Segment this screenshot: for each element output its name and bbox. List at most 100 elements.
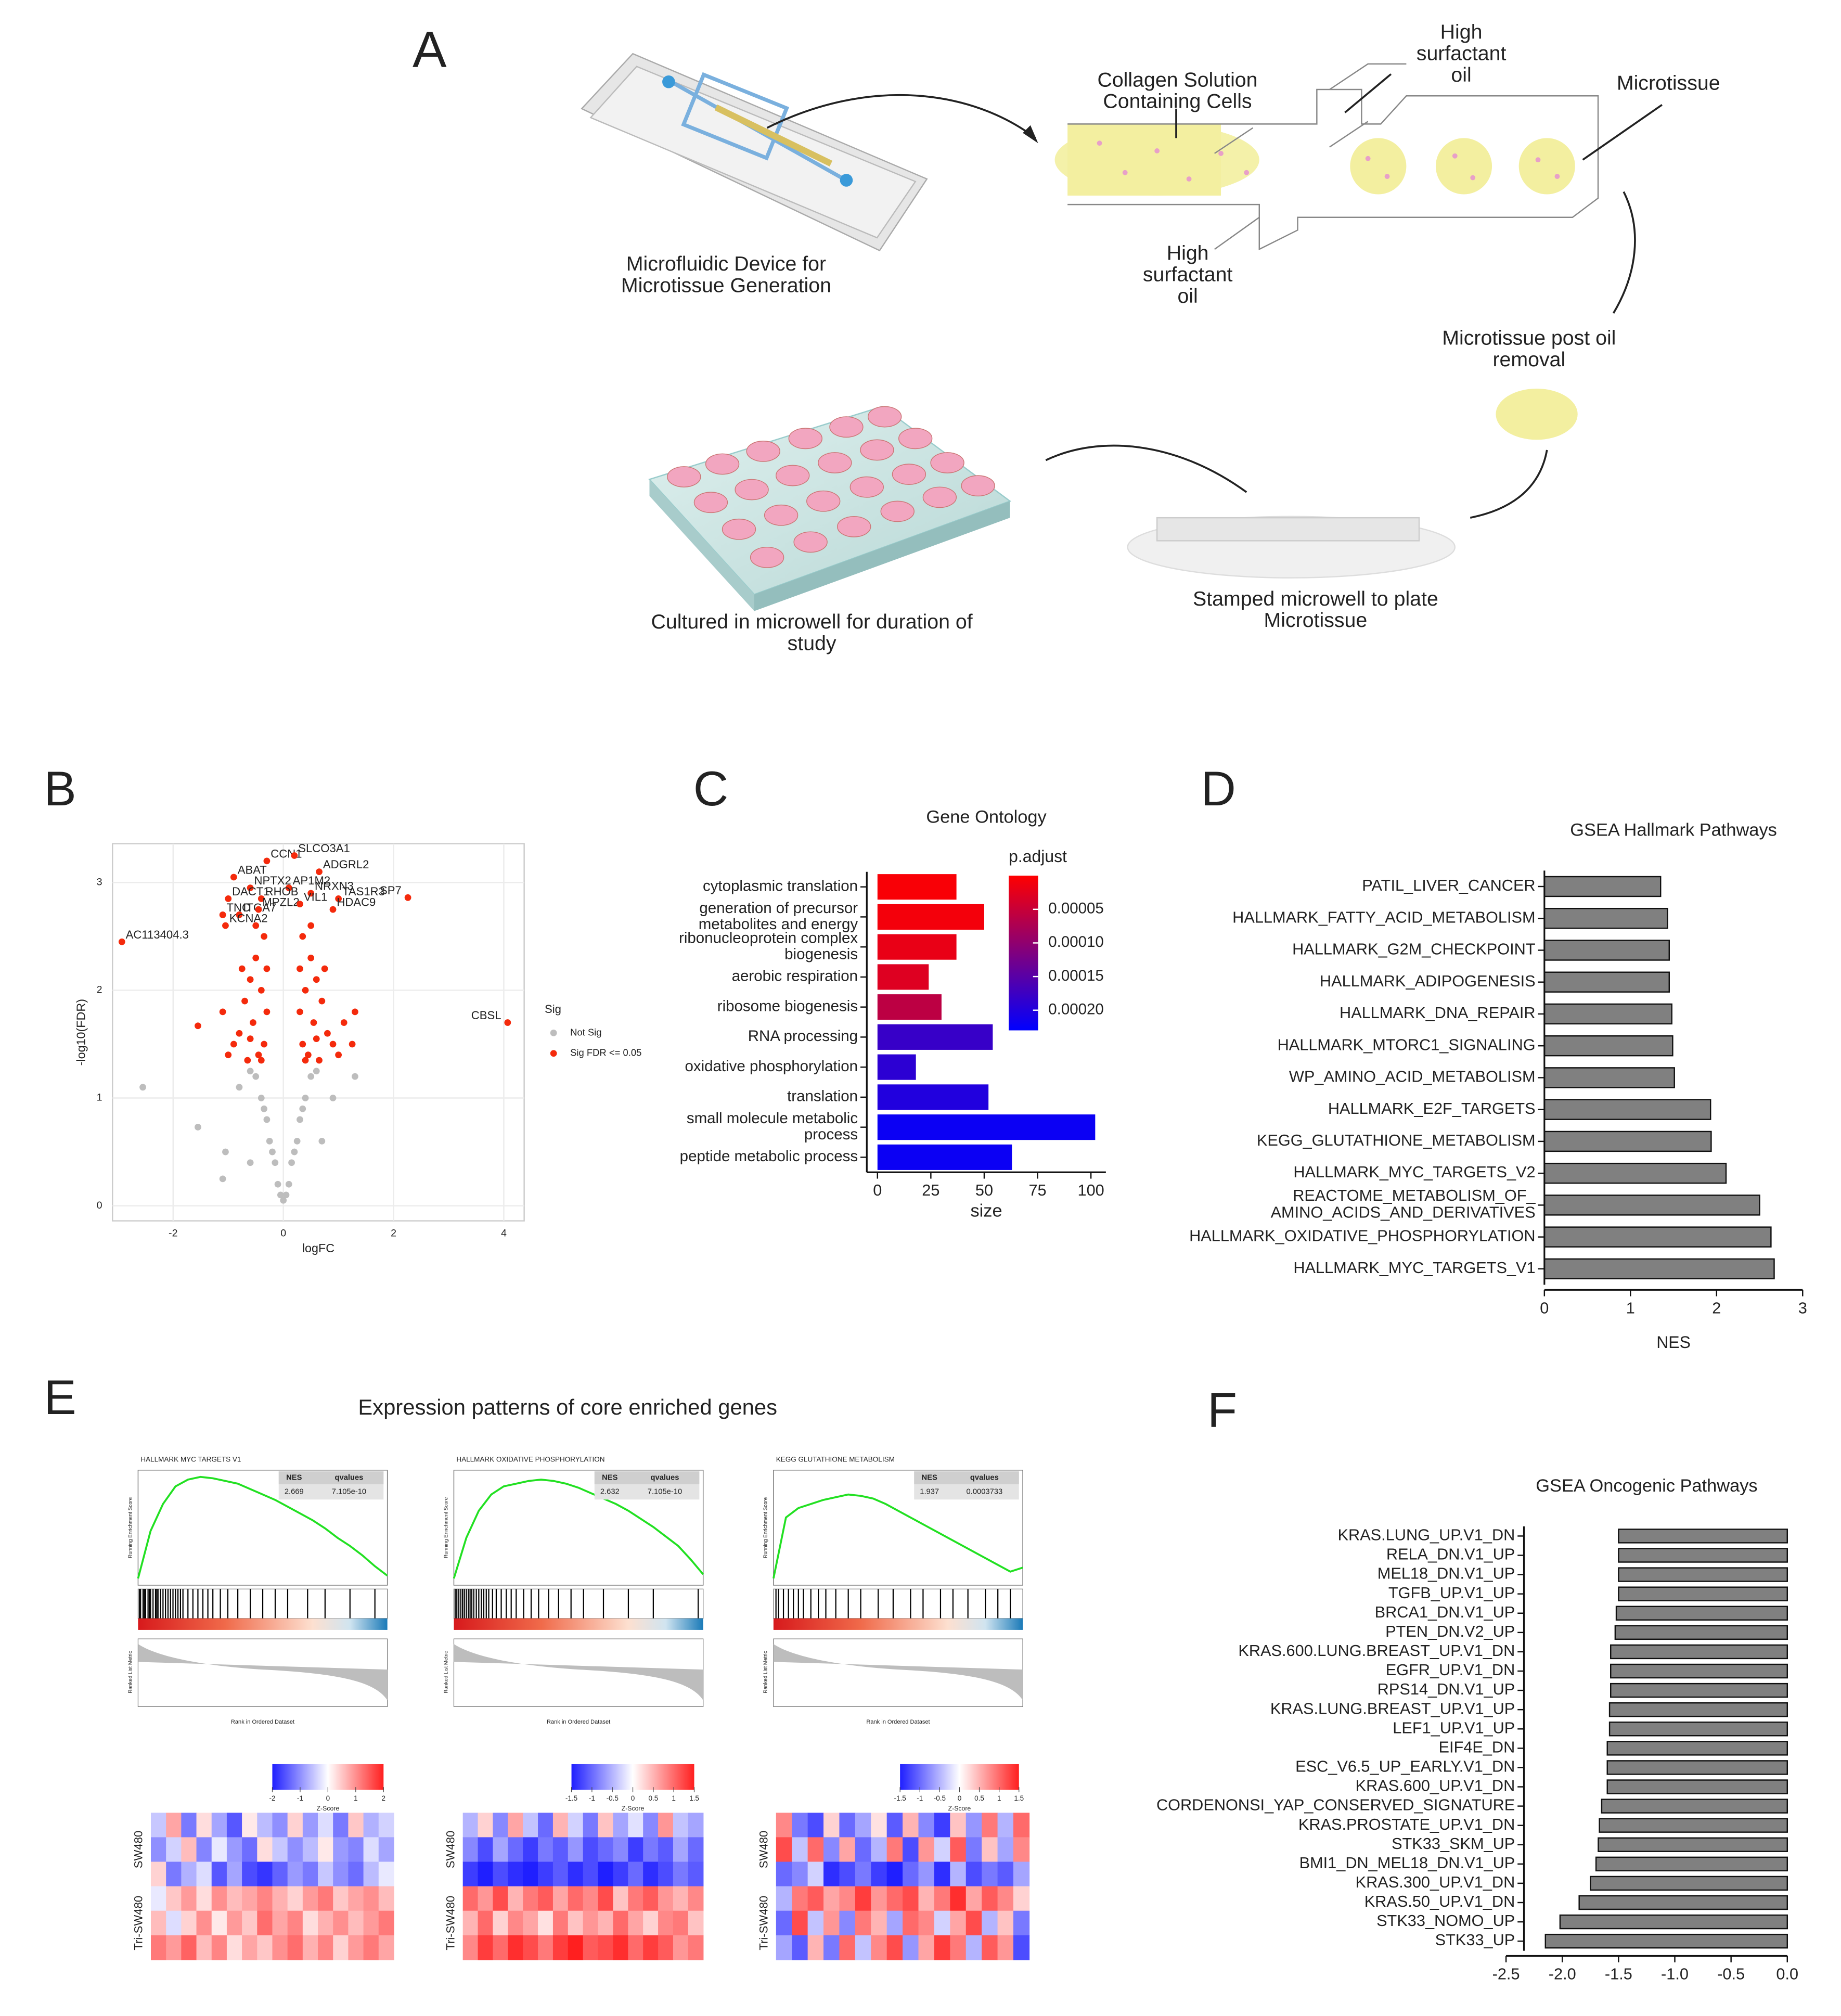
heat-cell	[871, 1837, 887, 1863]
heat-cell	[226, 1813, 242, 1838]
row-group-label: Tri-SW480	[757, 1896, 770, 1950]
text-line: Containing Cells	[1103, 90, 1252, 113]
nes-value: 2.632	[600, 1487, 620, 1496]
text-line: metabolites and energy	[699, 916, 858, 933]
diagram: Microfluidic Device for Microtissue Gener…	[581, 21, 1720, 655]
heat-cell	[934, 1813, 951, 1838]
heat-cell	[628, 1910, 643, 1936]
point	[277, 1191, 284, 1199]
heat-cell	[583, 1837, 599, 1863]
bar	[1610, 1663, 1788, 1679]
row-group-label: Tri-SW480	[132, 1896, 145, 1950]
point	[352, 1008, 358, 1016]
point	[299, 1105, 306, 1112]
x-tick-label: 1	[1626, 1299, 1635, 1317]
x-tick-label: 3	[1798, 1299, 1807, 1317]
heat-cell	[598, 1813, 614, 1838]
wells	[667, 406, 995, 568]
bar	[1543, 1035, 1673, 1057]
point	[318, 997, 326, 1005]
chart-title: GSEA Hallmark Pathways	[1570, 820, 1777, 840]
bar	[1618, 1567, 1788, 1582]
stats-header	[278, 1471, 384, 1484]
colorbar-label: -2	[269, 1794, 275, 1802]
point	[302, 1057, 309, 1064]
heat-cell	[378, 1813, 394, 1838]
heat-cell	[950, 1935, 967, 1960]
arrow	[766, 94, 1036, 139]
heat-cell	[226, 1935, 242, 1960]
heat-cell	[1013, 1837, 1030, 1863]
point	[263, 965, 271, 972]
point	[291, 1148, 298, 1155]
point	[285, 1180, 292, 1188]
x-tick-label: -1.0	[1661, 1964, 1689, 1983]
heat-cell	[151, 1861, 166, 1887]
point	[297, 901, 303, 908]
x-axis-label: Rank in Ordered Dataset	[866, 1719, 930, 1725]
plate	[754, 501, 1010, 611]
heat-cell	[151, 1813, 166, 1838]
x-tick-label: 100	[1078, 1181, 1104, 1199]
category-label: HALLMARK_MYC_TARGETS_V1	[1293, 1259, 1535, 1277]
heat-cell	[226, 1886, 242, 1911]
bar	[1606, 1760, 1788, 1775]
category-label: BRCA1_DN.V1_UP	[1375, 1603, 1515, 1621]
heat-cell	[1013, 1910, 1030, 1936]
heat-cell	[997, 1910, 1014, 1936]
heat-cell	[965, 1935, 982, 1960]
heat-cell	[287, 1837, 303, 1863]
heat-cell	[776, 1886, 792, 1911]
x-axis-label: Rank in Ordered Dataset	[231, 1719, 294, 1725]
es-curve	[137, 1475, 388, 1579]
colorbar-label: 1.5	[689, 1794, 699, 1802]
heat-cell	[363, 1935, 379, 1960]
rank-gradient	[138, 1618, 388, 1630]
heat-cell	[673, 1861, 689, 1887]
point	[404, 894, 411, 901]
diagram-label: Cultured in microwell for duration of stu…	[651, 611, 973, 655]
category-label: KRAS.LUNG_UP.V1_DN	[1338, 1526, 1515, 1544]
point-label: ABAT	[238, 864, 267, 877]
heat-cell	[776, 1813, 792, 1838]
colorbar-label: 0	[958, 1794, 962, 1802]
heat-cell	[166, 1886, 182, 1911]
heat-cell	[583, 1886, 599, 1911]
heat-cell	[181, 1837, 197, 1863]
heat-cell	[871, 1813, 887, 1838]
heat-cell	[918, 1837, 935, 1863]
point-label: CBSL	[471, 1009, 501, 1022]
y-axis-label: Running Enrichment Score	[443, 1497, 449, 1558]
heat-cell	[886, 1861, 903, 1887]
heat-cell	[272, 1935, 288, 1960]
category-label: STK33_UP	[1435, 1931, 1515, 1949]
category-label: STK33_NOMO_UP	[1376, 1911, 1515, 1930]
point	[244, 1057, 251, 1064]
point	[247, 1035, 254, 1043]
bar	[1543, 1258, 1775, 1280]
heat-cell	[333, 1813, 349, 1838]
bar	[1599, 1818, 1788, 1833]
point-label: TAS1R3	[342, 885, 385, 898]
point	[299, 933, 306, 940]
colorbar-label: 0	[631, 1794, 635, 1802]
stats-header-label: NES	[286, 1473, 302, 1482]
heat-cell	[658, 1910, 674, 1936]
heat-cell	[568, 1935, 584, 1960]
y-axis-label: Ranked List Metric	[763, 1651, 769, 1693]
heat-cell	[807, 1910, 824, 1936]
heat-cell	[823, 1910, 840, 1936]
heat-cell	[871, 1861, 887, 1887]
bar	[1610, 1683, 1788, 1698]
heat-cell	[196, 1837, 212, 1863]
category-label: ribonucleoprotein complex biogenesis	[679, 929, 858, 962]
heat-cell	[673, 1910, 689, 1936]
heat-cell	[568, 1886, 584, 1911]
heat-cell	[982, 1935, 998, 1960]
heat-cell	[166, 1813, 182, 1838]
x-tick-label: 2	[391, 1227, 396, 1239]
category-label: generation of precursor metabolites and e…	[699, 900, 858, 933]
point	[222, 922, 229, 929]
point	[316, 1057, 323, 1064]
category-label: RELA_DN.V1_UP	[1386, 1545, 1515, 1563]
